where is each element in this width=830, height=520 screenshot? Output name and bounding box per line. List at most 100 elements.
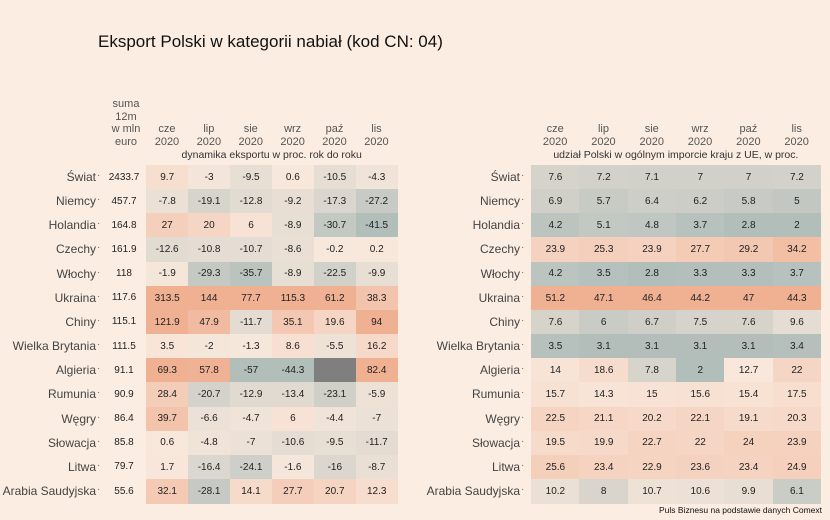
cell: 10.6 [675, 478, 725, 504]
cell: -10.7 [229, 237, 273, 263]
row-label: Algieria [55, 363, 96, 378]
row-label: Rumunia [471, 387, 520, 402]
row-label: Słowacja [47, 435, 96, 450]
cell: 14 [531, 358, 580, 383]
header-line: sie [243, 123, 258, 135]
cell: 15 [627, 382, 677, 407]
cell: 3.5 [146, 334, 189, 359]
cell: 3.4 [772, 334, 822, 359]
cell: 8 [579, 478, 629, 504]
cell: 7.5 [675, 309, 725, 335]
total-cell: 115.1 [111, 316, 137, 328]
cell: 6.7 [627, 309, 677, 335]
cell: 32.1 [146, 478, 189, 504]
cell: 3.5 [531, 334, 580, 359]
cell: -5.5 [313, 334, 356, 359]
total-cell: 91.1 [114, 364, 134, 376]
cell: 23.9 [627, 237, 677, 263]
cell: 3.1 [724, 334, 773, 359]
cell: 9.7 [146, 165, 189, 190]
total-cell: 85.8 [114, 437, 134, 449]
tick: · [521, 363, 525, 375]
cell: 15.4 [724, 382, 773, 407]
header-line: 2020 [542, 135, 568, 148]
cell: 6 [579, 309, 629, 335]
cell: 313.5 [146, 285, 189, 311]
cell: -1.9 [146, 261, 189, 287]
cell: 47 [724, 285, 773, 311]
cell: -24.1 [229, 454, 273, 480]
title: Eksport Polski w kategorii nabiał (kod C… [98, 32, 443, 51]
tick: · [521, 411, 525, 423]
cell: 27.7 [675, 237, 725, 263]
header-line: euro [114, 135, 138, 148]
cell: 44.2 [675, 285, 725, 311]
row-label: Niemcy [479, 194, 520, 209]
cell: -35.7 [229, 261, 273, 287]
cell: 6.2 [675, 189, 725, 214]
cell: 7.8 [627, 358, 677, 383]
cell: 27.7 [271, 478, 315, 504]
cell: 7.6 [531, 165, 580, 190]
footer: Puls Biznesu na podstawie danych Comext [658, 505, 822, 515]
cell: -9.5 [229, 165, 273, 190]
cell: 22 [675, 430, 725, 456]
cell: 20 [187, 213, 231, 238]
cell: 6 [271, 406, 315, 432]
cell: -9.5 [313, 430, 356, 456]
total-cell: 118 [116, 268, 132, 280]
cell: 69.3 [146, 358, 189, 383]
cell: 0.6 [271, 165, 315, 190]
cell: 19.9 [579, 430, 629, 456]
cell: 19.1 [724, 406, 773, 432]
cell: 2 [772, 213, 822, 238]
cell: -5.9 [355, 382, 398, 407]
cell: 3.3 [675, 261, 725, 287]
total-cell: 86.4 [114, 413, 134, 425]
tick: · [521, 218, 525, 230]
cell: 9.6 [772, 309, 822, 335]
column-header: suma 12m w mln euro [106, 98, 146, 148]
cell: -20.7 [187, 382, 231, 407]
total-cell: 457.7 [111, 195, 137, 207]
tick: · [97, 387, 101, 399]
cell: 9.9 [724, 478, 773, 504]
cell: 7.6 [531, 309, 580, 335]
tick: · [521, 459, 525, 471]
cell: 19.5 [531, 430, 580, 456]
tick: · [521, 290, 525, 302]
row-label: Litwa [491, 459, 520, 474]
cell: 12.3 [355, 478, 398, 504]
cell: 3.7 [772, 261, 822, 287]
cell: -8.9 [271, 213, 315, 238]
header-line: sie [644, 123, 659, 135]
header-line: wrz [284, 123, 302, 135]
header-line: 2020 [736, 135, 761, 148]
column-header: lis 2020 [773, 123, 821, 148]
cell: -9.9 [355, 261, 398, 287]
cell: 21.1 [579, 406, 629, 432]
cell: 51.2 [531, 285, 580, 311]
row-label: Słowacja [471, 435, 520, 450]
tick: · [97, 314, 101, 326]
cell: -44.3 [271, 358, 315, 383]
row-label: Świat [490, 170, 520, 184]
cell: 3.1 [675, 334, 725, 359]
cell: 12.7 [724, 358, 773, 383]
row-label: Holandia [48, 218, 96, 233]
cell: 35.1 [271, 309, 315, 335]
cell: 0.6 [146, 430, 189, 456]
row-label: Ukraina [54, 290, 96, 305]
cell: 22.5 [531, 406, 580, 432]
cell: 77.7 [229, 285, 273, 311]
tick: · [97, 290, 101, 302]
total-cell: 164.8 [111, 219, 137, 231]
cell: 47.1 [579, 285, 629, 311]
cell: 57.8 [187, 358, 231, 383]
cell: -27.2 [355, 189, 398, 214]
header-line: lip [203, 123, 215, 135]
cell: 15.7 [531, 382, 580, 407]
cell: 2.8 [724, 213, 773, 238]
tick: · [97, 363, 101, 375]
